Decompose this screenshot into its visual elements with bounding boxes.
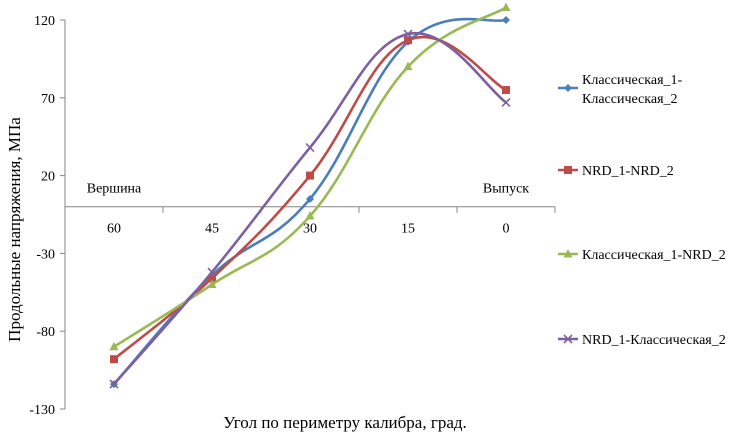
y-tick-label-3: 20 [41,170,55,185]
series-2-point-3 [403,61,413,71]
legend-swatch-marker-0 [564,84,572,92]
x-tick-label-1: 45 [205,222,219,237]
series-1-point-3 [404,36,412,45]
annotation-vershina: Вершина [87,182,142,197]
series-2-point-1 [207,279,217,289]
y-tick-label-1: -80 [36,325,55,340]
y-tick-label-2: -30 [36,247,55,262]
legend-swatch-marker-3 [563,334,573,344]
legend-swatch-marker-1 [564,166,572,174]
y-tick-label-5: 120 [34,14,55,29]
y-tick-label-0: -130 [29,403,55,418]
legend-swatch-marker-2 [563,249,573,258]
series-line-3 [112,31,508,386]
series-2-point-0 [109,341,119,351]
legend-label-1-0: NRD_1-NRD_2 [582,164,674,179]
x-tick-label-2: 30 [303,222,317,237]
series-1-point-1 [208,274,216,283]
legend-label-2-0: Классическая_1-NRD_2 [582,248,726,263]
series-2-point-4 [501,2,511,12]
legend-label-3-0: NRD_1-Классическая_2 [582,333,726,348]
series-3-point-4 [501,97,511,108]
legend-label-0-0: Классическая_1- [582,73,683,88]
series-1-point-0 [110,355,118,364]
x-tick-label-0: 60 [107,222,121,237]
y-axis-title: Продольные напряжения, МПа [5,117,24,342]
series-1-point-4 [502,86,510,95]
series-2-point-2 [305,211,315,220]
series-1-point-2 [306,171,314,180]
y-tick-label-4: 70 [41,92,55,107]
annotation-vypusk: Выпуск [483,182,529,197]
x-tick-label-4: 0 [503,222,510,237]
series-3-point-1 [207,267,217,277]
series-3-point-0 [109,379,119,389]
series-0-point-4 [502,16,510,24]
legend-label-0-1: Классическая_2 [582,92,678,107]
x-tick-label-3: 15 [401,222,415,237]
series-3-point-3 [403,29,413,39]
series-3-point-2 [305,143,315,153]
series-0-point-2 [306,194,314,203]
x-axis-title: Угол по периметру калибра, град. [223,413,467,432]
